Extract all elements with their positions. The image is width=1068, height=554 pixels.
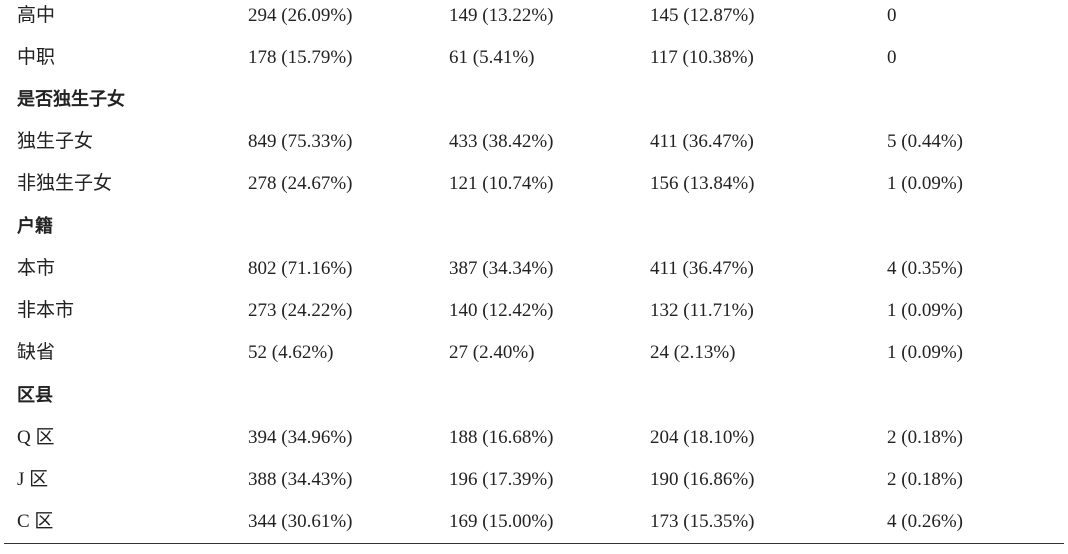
- data-cell: 294 (26.09%): [248, 5, 353, 26]
- data-cell: 132 (11.71%): [650, 300, 754, 321]
- section-header: 是否独生子女: [17, 89, 125, 110]
- data-cell: 190 (16.86%): [650, 469, 755, 490]
- bottom-rule: [4, 543, 1064, 544]
- data-cell: 278 (24.67%): [248, 173, 353, 194]
- data-cell: 61 (5.41%): [449, 47, 535, 68]
- row-label: 中职: [17, 47, 56, 68]
- data-cell: 2 (0.18%): [887, 427, 963, 448]
- data-cell: 411 (36.47%): [650, 131, 754, 152]
- data-cell: 169 (15.00%): [449, 511, 554, 532]
- data-cell: 140 (12.42%): [449, 300, 554, 321]
- row-label: J 区: [17, 469, 49, 490]
- section-header: 户籍: [17, 216, 53, 237]
- row-label: Q 区: [17, 427, 55, 448]
- data-cell: 4 (0.26%): [887, 511, 963, 532]
- row-label: 缺省: [17, 342, 56, 363]
- data-cell: 188 (16.68%): [449, 427, 554, 448]
- data-cell: 0: [887, 47, 897, 68]
- data-cell: 156 (13.84%): [650, 173, 755, 194]
- data-cell: 52 (4.62%): [248, 342, 334, 363]
- data-cell: 196 (17.39%): [449, 469, 554, 490]
- data-cell: 178 (15.79%): [248, 47, 353, 68]
- data-cell: 388 (34.43%): [248, 469, 353, 490]
- data-cell: 27 (2.40%): [449, 342, 535, 363]
- data-cell: 2 (0.18%): [887, 469, 963, 490]
- row-label: 非独生子女: [17, 173, 113, 194]
- row-label: 本市: [17, 258, 56, 279]
- data-cell: 273 (24.22%): [248, 300, 353, 321]
- data-cell: 4 (0.35%): [887, 258, 963, 279]
- row-label: 高中: [17, 5, 56, 26]
- row-label: 非本市: [17, 300, 75, 321]
- data-cell: 411 (36.47%): [650, 258, 754, 279]
- data-cell: 394 (34.96%): [248, 427, 353, 448]
- row-label: C 区: [17, 511, 54, 532]
- data-cell: 121 (10.74%): [449, 173, 554, 194]
- data-cell: 387 (34.34%): [449, 258, 554, 279]
- data-cell: 24 (2.13%): [650, 342, 736, 363]
- data-cell: 433 (38.42%): [449, 131, 554, 152]
- data-cell: 1 (0.09%): [887, 342, 963, 363]
- data-cell: 344 (30.61%): [248, 511, 353, 532]
- data-cell: 1 (0.09%): [887, 300, 963, 321]
- data-cell: 173 (15.35%): [650, 511, 755, 532]
- data-cell: 5 (0.44%): [887, 131, 963, 152]
- data-cell: 802 (71.16%): [248, 258, 353, 279]
- data-cell: 117 (10.38%): [650, 47, 754, 68]
- section-header: 区县: [17, 385, 53, 406]
- data-cell: 145 (12.87%): [650, 5, 755, 26]
- data-cell: 149 (13.22%): [449, 5, 554, 26]
- data-cell: 1 (0.09%): [887, 173, 963, 194]
- row-label: 独生子女: [17, 131, 94, 152]
- data-cell: 0: [887, 5, 897, 26]
- data-cell: 849 (75.33%): [248, 131, 353, 152]
- data-cell: 204 (18.10%): [650, 427, 755, 448]
